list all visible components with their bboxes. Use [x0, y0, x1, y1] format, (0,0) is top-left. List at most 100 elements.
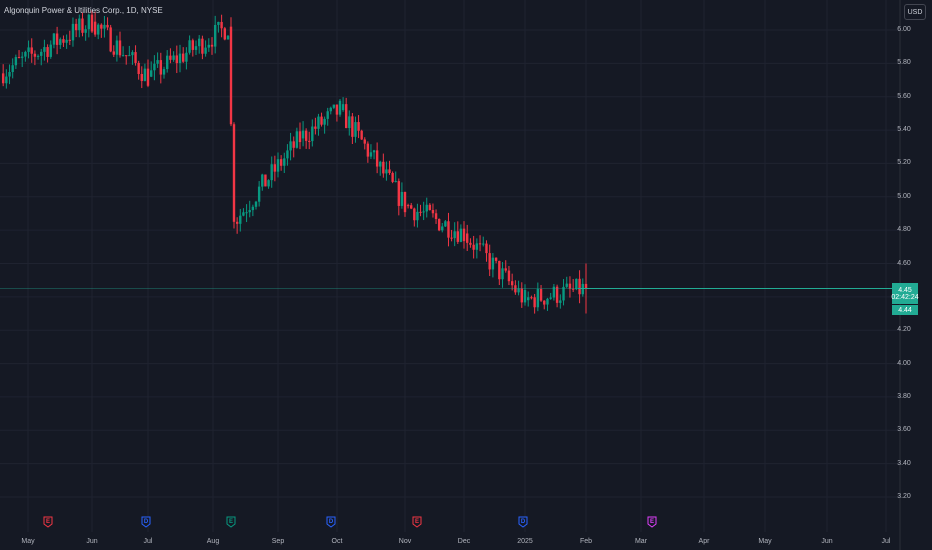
candle — [416, 203, 419, 228]
dividend-event-icon[interactable]: D — [326, 516, 336, 528]
candle-body — [65, 39, 68, 43]
candle-body — [478, 243, 482, 245]
earnings-event-icon[interactable]: E — [412, 516, 422, 528]
candle-body — [520, 288, 523, 303]
candle — [239, 208, 242, 232]
candle-body — [11, 65, 14, 73]
candle-body — [311, 126, 314, 142]
candle-body — [143, 68, 147, 82]
candle-body — [539, 288, 543, 301]
candle-body — [403, 191, 407, 213]
earnings-event-icon[interactable]: E — [226, 516, 236, 528]
candle-body — [357, 122, 360, 131]
candle-body — [235, 221, 239, 224]
candle-body — [267, 180, 270, 187]
candle — [354, 116, 357, 143]
candle — [156, 52, 159, 68]
candle — [40, 48, 43, 66]
price-tick-label: 6.00 — [897, 26, 911, 33]
candle — [341, 97, 345, 112]
dividend-event-icon[interactable]: D — [141, 516, 151, 528]
candle — [304, 128, 308, 149]
candle — [488, 244, 491, 277]
candle — [372, 149, 376, 160]
candle-body — [314, 126, 317, 129]
candle-body — [549, 297, 552, 299]
candle — [289, 132, 292, 161]
candle — [527, 291, 530, 307]
dividend-event-icon[interactable]: D — [518, 516, 528, 528]
time-tick-label: Jul — [881, 538, 891, 545]
candle-body — [546, 298, 549, 305]
candle-body — [363, 139, 366, 144]
candle — [507, 265, 511, 286]
candle — [115, 35, 119, 62]
candle — [273, 155, 277, 182]
candle-body — [201, 38, 204, 54]
candle — [581, 278, 584, 297]
candle-body — [232, 124, 236, 222]
candle — [112, 45, 115, 58]
currency-button[interactable]: USD — [904, 4, 926, 20]
candle — [444, 220, 447, 227]
candle — [298, 122, 302, 150]
candle — [36, 54, 40, 60]
candle-body — [1, 73, 5, 84]
candle — [121, 46, 125, 57]
candle-body — [555, 286, 559, 303]
candle — [125, 55, 128, 65]
candle — [1, 64, 5, 87]
candle-body — [270, 164, 273, 181]
candle — [491, 253, 495, 278]
candle — [194, 40, 198, 55]
candle — [162, 66, 166, 79]
candle-body — [87, 14, 91, 30]
symbol-title[interactable]: Algonquin Power & Utilities Corp., 1D, N… — [4, 6, 163, 15]
candle — [169, 48, 172, 64]
candle — [434, 209, 438, 224]
candle — [17, 50, 21, 59]
candle-body — [264, 174, 267, 187]
candle-body — [369, 152, 373, 157]
candle-body — [450, 237, 453, 239]
candle-body — [125, 55, 128, 57]
candle-body — [530, 297, 533, 299]
candle-body — [242, 212, 245, 216]
candle-body — [437, 219, 441, 231]
candle-body — [251, 206, 255, 211]
candle-body — [112, 51, 115, 55]
candle-body — [434, 213, 438, 220]
last-price-badge: 4.45 02:42:24 — [891, 283, 919, 304]
candle-body — [469, 242, 472, 245]
candle-body — [488, 253, 491, 270]
earnings-upcoming-event-icon[interactable]: E — [647, 516, 657, 528]
candle — [118, 31, 122, 58]
candle-body — [21, 56, 24, 58]
candle — [413, 207, 416, 227]
candle — [539, 285, 543, 302]
candle-body — [536, 288, 540, 308]
time-tick-label: Aug — [206, 538, 220, 545]
earnings-event-icon[interactable]: E — [43, 516, 53, 528]
candle — [229, 17, 233, 127]
candle-body — [273, 164, 277, 172]
candle — [555, 284, 559, 308]
candle-body — [578, 278, 581, 295]
candle — [514, 280, 517, 295]
candle-body — [422, 211, 425, 213]
candle-body — [562, 286, 565, 301]
candle-body — [100, 24, 103, 29]
candle — [207, 38, 210, 52]
candle-body — [106, 24, 109, 28]
candle-body — [245, 212, 248, 214]
candle-body — [501, 268, 504, 280]
candle — [188, 35, 191, 55]
candle — [431, 203, 435, 218]
candle — [198, 35, 201, 54]
candle — [172, 51, 175, 62]
candle-body — [394, 181, 397, 183]
candle-body — [121, 55, 125, 57]
candle — [264, 174, 267, 187]
time-tick-label: Sep — [271, 538, 285, 545]
